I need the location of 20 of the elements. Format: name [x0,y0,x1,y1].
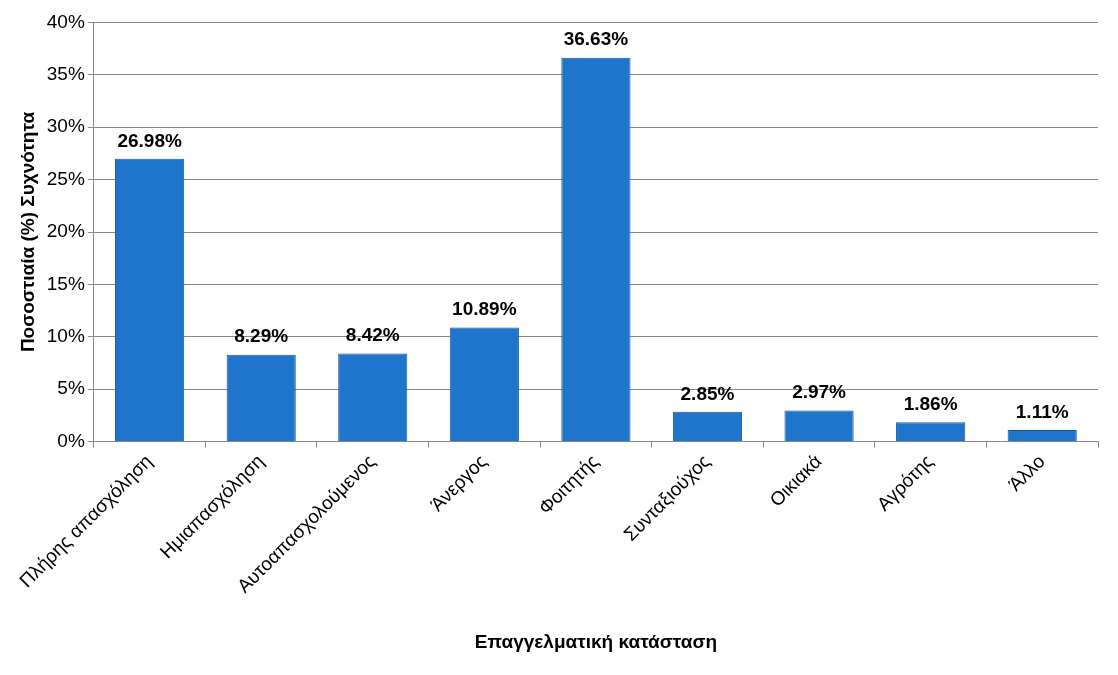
y-tick-label: 35% [46,63,85,85]
x-axis-title: Επαγγελματική κατάσταση [474,630,717,652]
data-label: 2.97% [792,381,847,403]
data-label: 36.63% [563,28,629,50]
data-label: 10.89% [452,298,517,320]
y-tick-label: 30% [46,115,85,137]
y-axis-title: Ποσοστιαία (%) Συχνότητα [16,111,38,353]
y-tick-label: 5% [57,377,85,399]
y-tick-label: 10% [46,325,85,347]
data-label: 2.85% [680,382,735,404]
y-tick-label: 20% [46,220,85,242]
y-tick-label: 25% [46,167,85,189]
data-label: 8.29% [234,325,289,347]
data-label: 1.86% [903,392,958,414]
data-label: 26.98% [117,129,182,151]
y-tick-label: 40% [46,10,85,32]
data-label: 1.11% [1015,400,1069,422]
data-label: 8.42% [345,324,400,346]
y-tick-label: 15% [46,272,85,294]
y-tick-label: 0% [57,429,85,451]
